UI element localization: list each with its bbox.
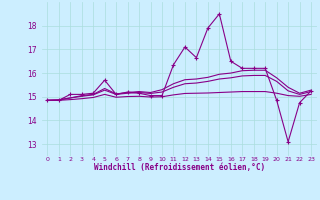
X-axis label: Windchill (Refroidissement éolien,°C): Windchill (Refroidissement éolien,°C) — [94, 163, 265, 172]
